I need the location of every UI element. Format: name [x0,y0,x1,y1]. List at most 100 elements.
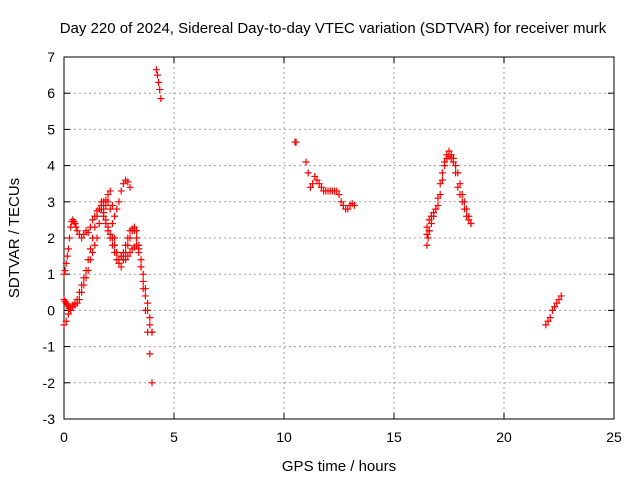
data-point [91,241,99,249]
data-point [146,321,154,329]
data-point [423,230,431,238]
x-tick-label: 20 [496,429,512,445]
data-point [66,234,73,242]
axis-ticks [63,56,615,420]
x-tick-label: 0 [60,429,68,445]
data-point [148,328,156,336]
data-point [119,180,127,188]
data-point [458,191,466,199]
data-point [89,248,97,256]
data-point [64,245,72,253]
data-point [62,259,70,267]
data-point [144,306,152,314]
data-point [133,241,141,249]
data-point [117,187,125,195]
data-point [86,245,94,253]
data-point [460,198,468,206]
data-point [148,379,156,387]
data-point [73,227,81,235]
data-point [113,205,121,213]
data-point [335,191,343,199]
chart-title: Day 220 of 2024, Sidereal Day-to-day VTE… [60,20,607,37]
y-tick-label: -3 [43,411,56,427]
data-point [124,234,132,242]
y-tick-label: 1 [47,266,55,282]
data-point [436,180,444,188]
data-point [438,176,446,184]
y-tick-label: 7 [47,49,55,65]
x-tick-label: 10 [276,429,292,445]
data-point [544,317,552,325]
y-axis-label: SDTVAR / TECUs [6,178,23,298]
data-point [60,321,68,329]
y-tick-label: -1 [43,339,56,355]
data-point [350,201,358,209]
data-point [424,234,432,242]
data-point [141,285,149,293]
data-point [84,267,92,275]
data-point [456,180,464,188]
data-point [438,169,446,177]
data-point [71,220,79,228]
y-tick-label: 6 [47,85,55,101]
data-point [447,154,455,162]
data-point [302,158,310,166]
data-point [63,252,71,260]
data-point [108,220,116,228]
data-point [61,267,69,275]
data-point [93,212,101,220]
data-point [67,306,75,314]
data-point [104,227,112,235]
data-point [344,205,352,213]
data-point [156,86,164,94]
y-tick-label: 5 [47,121,55,137]
data-point [449,158,457,166]
data-point [108,241,116,249]
data-point [106,187,114,195]
y-tick-label: 0 [47,302,55,318]
data-point [64,310,72,318]
data-point [119,248,127,256]
data-point [454,169,462,177]
data-point [557,292,565,300]
data-point [467,220,475,228]
data-point [78,288,86,296]
data-point [304,169,312,177]
data-point [551,303,559,311]
data-point [100,212,108,220]
data-point [546,314,554,322]
data-point [555,296,563,304]
data-point [292,138,300,146]
data-point [124,178,132,186]
data-point [106,205,114,213]
y-tick-label: 3 [47,194,55,210]
data-point [333,187,341,195]
data-point [126,248,134,256]
data-point [102,201,110,209]
data-point [91,223,99,231]
data-point [102,220,110,228]
data-point [434,201,442,209]
data-point [430,212,438,220]
data-point [89,216,97,224]
data-point [104,198,112,206]
data-point [124,252,132,260]
data-point [122,256,130,264]
data-point [154,71,161,79]
data-point [137,256,145,264]
data-point [139,277,147,285]
data-point [115,198,123,206]
data-point [432,205,440,213]
data-point [152,66,160,74]
x-tick-label: 5 [170,429,178,445]
data-point [135,245,143,253]
data-point [337,198,345,206]
x-tick-label: 15 [386,429,402,445]
data-point [80,281,88,289]
data-point [548,306,556,314]
data-point [93,234,101,242]
data-point [104,191,112,199]
data-point [146,314,154,322]
data-point [126,183,134,191]
